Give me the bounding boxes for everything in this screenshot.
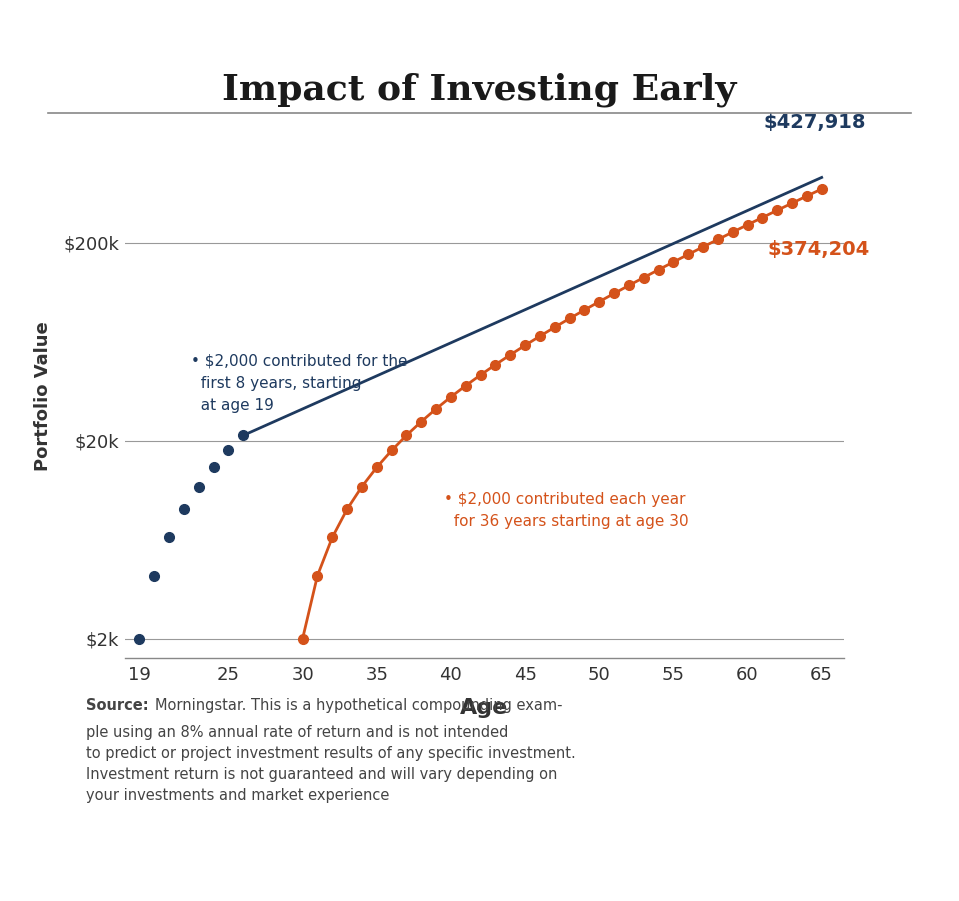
- Text: $427,918: $427,918: [763, 113, 866, 132]
- Text: • $2,000 contributed each year
  for 36 years starting at age 30: • $2,000 contributed each year for 36 ye…: [443, 492, 689, 529]
- Text: ple using an 8% annual rate of return and is not intended
to predict or project : ple using an 8% annual rate of return an…: [86, 725, 576, 804]
- Y-axis label: Portfolio Value: Portfolio Value: [35, 322, 52, 471]
- Text: Morningstar. This is a hypothetical compounding exam-: Morningstar. This is a hypothetical comp…: [155, 698, 563, 714]
- Text: • $2,000 contributed for the
  first 8 years, starting
  at age 19: • $2,000 contributed for the first 8 yea…: [192, 354, 408, 414]
- Text: $374,204: $374,204: [767, 241, 870, 259]
- Text: Source:: Source:: [86, 698, 149, 714]
- X-axis label: Age: Age: [460, 698, 508, 718]
- Text: Impact of Investing Early: Impact of Investing Early: [222, 73, 737, 107]
